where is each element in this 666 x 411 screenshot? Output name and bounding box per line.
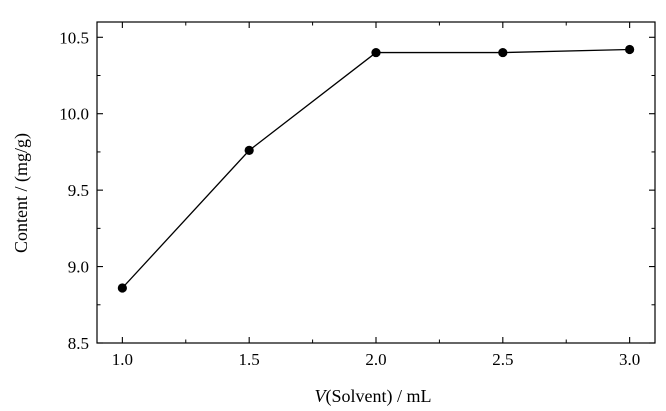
y-axis-title: Content / (mg/g) [11, 133, 32, 253]
x-tick-label: 2.5 [492, 350, 513, 369]
data-point [498, 47, 508, 58]
x-axis-title-italic: V [315, 386, 328, 406]
y-tick-label: 10.5 [59, 28, 89, 47]
data-point [625, 44, 635, 55]
series-line [121, 48, 630, 289]
data-point [117, 283, 127, 293]
x-tick-label: 3.0 [619, 350, 640, 369]
x-axis-title: V(Solvent) / mL [315, 386, 432, 407]
y-tick-label: 10.0 [59, 105, 89, 124]
y-tick-label: 9.0 [68, 258, 89, 277]
data-point [244, 145, 254, 155]
y-tick-label: 9.5 [68, 181, 89, 200]
data-point [371, 47, 381, 58]
x-axis-title-rest: (Solvent) / mL [326, 386, 432, 407]
x-tick-label: 1.5 [239, 350, 260, 369]
y-tick-label: 8.5 [68, 334, 89, 353]
x-tick-label: 2.0 [365, 350, 386, 369]
plot-frame [96, 21, 656, 344]
x-tick-label: 1.0 [112, 350, 133, 369]
